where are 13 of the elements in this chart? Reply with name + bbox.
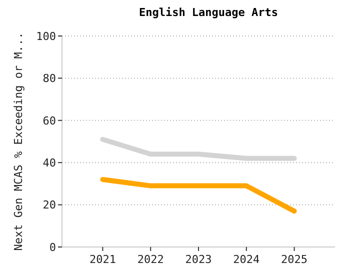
y-tick-label: 80 xyxy=(42,72,56,86)
y-tick-label: 20 xyxy=(42,198,56,212)
x-tick-label: 2021 xyxy=(89,253,116,266)
x-tick-label: 2024 xyxy=(233,253,260,266)
x-tick-label: 2022 xyxy=(137,253,164,266)
y-tick-label: 100 xyxy=(36,30,56,43)
y-axis-title: Next Gen MCAS % Exceeding or M... xyxy=(12,32,25,251)
x-tick-label: 2023 xyxy=(185,253,212,266)
chart-title: English Language Arts xyxy=(138,6,278,19)
y-tick-label: 60 xyxy=(42,114,56,128)
y-tick-label: 0 xyxy=(49,240,56,254)
x-tick-label: 2025 xyxy=(281,253,308,266)
y-tick-label: 40 xyxy=(42,156,56,170)
